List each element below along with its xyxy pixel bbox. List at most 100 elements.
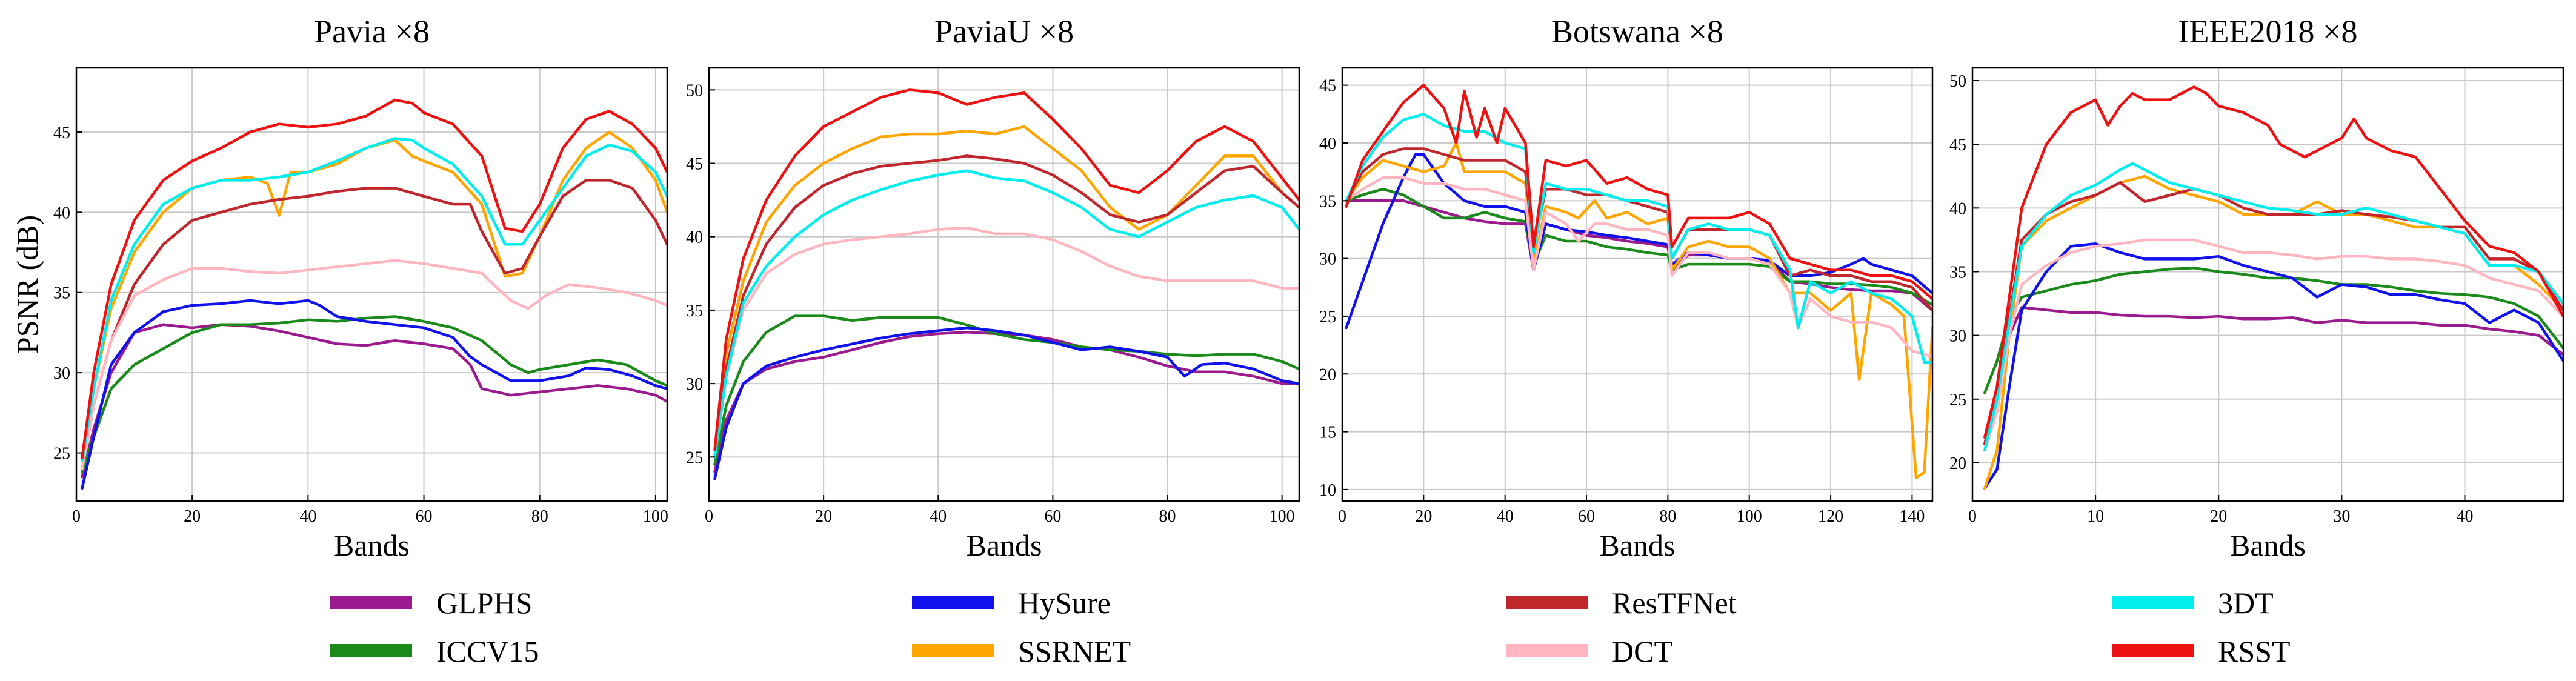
series-group: [81, 98, 667, 490]
series-line-ssrnet: [1345, 141, 1932, 480]
legend-swatch: [2112, 596, 2194, 609]
x-axis-label: Bands: [1600, 528, 1676, 562]
chart-panel-2: 0 20 40 60 80 100 25 30 35 40 45 50 PaviaU ×8 Bands: [686, 13, 1300, 562]
series-line-glphs: [1983, 306, 2563, 445]
x-tick-label: 30: [2333, 507, 2350, 526]
legend: GLPHS ICCV15 HySure SSRNET ResTFNet DCT 3DT RSS…: [330, 586, 2291, 668]
x-tick-label: 0: [705, 507, 713, 526]
series-group: [1345, 84, 1932, 480]
series-line-hysure: [81, 299, 667, 490]
legend-item-restfnet: ResTFNet: [1506, 586, 1737, 620]
x-tick-label: 100: [1737, 507, 1762, 526]
x-tick-label: 40: [1497, 507, 1514, 526]
y-tick-label: 45: [686, 155, 703, 174]
y-tick-label: 25: [1949, 391, 1966, 410]
series-line-rsst: [713, 88, 1299, 451]
y-tick-label: 45: [1319, 77, 1336, 96]
x-tick-label: 60: [1578, 507, 1595, 526]
series-line-ssrnet: [1983, 174, 2563, 490]
y-tick-label: 25: [686, 448, 703, 467]
y-tick-label: 20: [1949, 454, 1966, 473]
legend-label: HySure: [1018, 586, 1111, 620]
plot-frame: [1971, 67, 2564, 502]
series-line-hysure: [1983, 242, 2563, 490]
series-line-3dt: [713, 169, 1299, 459]
series-line-iccv15: [1345, 187, 1932, 307]
chart-panel-1: 0 20 40 60 80 100 25 30 35 40 45 Pavia ×8 Bands: [53, 13, 668, 562]
x-tick-label: 100: [643, 507, 668, 526]
x-tick-label: 40: [299, 507, 316, 526]
x-tick-label: 20: [2210, 507, 2227, 526]
series-line-restfnet: [1345, 147, 1932, 312]
series-line-glphs: [1345, 199, 1932, 312]
legend-label: SSRNET: [1018, 634, 1131, 668]
series-line-dct: [1345, 176, 1932, 358]
series-line-rsst: [1345, 84, 1932, 301]
legend-swatch: [2112, 644, 2194, 657]
plot-frame: [75, 67, 668, 502]
legend-item-ssrnet: SSRNET: [912, 634, 1131, 668]
x-tick-label: 60: [416, 507, 433, 526]
panel-title: Botswana ×8: [1551, 13, 1723, 50]
panel-title: IEEE2018 ×8: [2178, 13, 2358, 50]
series-line-dct: [81, 259, 667, 471]
legend-item-iccv15: ICCV15: [330, 634, 539, 668]
legend-swatch: [1506, 596, 1588, 609]
x-tick-label: 80: [1659, 507, 1676, 526]
series-group: [1983, 85, 2563, 490]
x-tick-label: 0: [1968, 507, 1977, 526]
x-tick-label: 20: [1415, 507, 1432, 526]
series-line-3dt: [1983, 162, 2563, 452]
x-tick-label: 40: [930, 507, 947, 526]
y-tick-label: 35: [53, 284, 70, 303]
x-tick-label: 0: [72, 507, 81, 526]
y-tick-label: 10: [1319, 481, 1336, 500]
y-tick-label: 40: [53, 204, 70, 222]
y-tick-label: 30: [686, 375, 703, 394]
series-line-rsst: [81, 98, 667, 459]
panel-title: Pavia ×8: [314, 13, 430, 50]
legend-swatch: [912, 596, 994, 609]
series-line-iccv15: [1983, 266, 2563, 394]
y-tick-label: 35: [686, 302, 703, 321]
series-line-iccv15: [713, 314, 1299, 466]
legend-item-hysure: HySure: [912, 586, 1111, 620]
y-tick-label: 20: [1319, 365, 1336, 384]
y-tick-label: 35: [1949, 263, 1966, 282]
series-line-hysure: [1345, 153, 1932, 330]
series-line-hysure: [713, 326, 1299, 480]
x-tick-label: 60: [1044, 507, 1061, 526]
legend-swatch: [912, 644, 994, 657]
series-line-glphs: [81, 323, 667, 479]
x-tick-label: 0: [1338, 507, 1346, 526]
panel-title: PaviaU ×8: [934, 13, 1074, 50]
y-tick-label: 50: [1949, 72, 1966, 91]
x-tick-label: 120: [1818, 507, 1843, 526]
series-line-3dt: [81, 137, 667, 463]
x-tick-label: 20: [184, 507, 201, 526]
y-axis-label: PSNR (dB): [10, 215, 44, 354]
legend-item-glphs: GLPHS: [330, 586, 532, 620]
legend-item-3dt: 3DT: [2112, 586, 2274, 620]
x-tick-label: 100: [1270, 507, 1295, 526]
y-tick-label: 35: [1319, 192, 1336, 211]
y-tick-label: 45: [53, 124, 70, 142]
series-line-restfnet: [81, 179, 667, 471]
y-tick-label: 15: [1319, 424, 1336, 442]
x-tick-label: 80: [531, 507, 548, 526]
plot-frame: [708, 67, 1300, 502]
y-tick-label: 40: [1949, 199, 1966, 218]
legend-label: 3DT: [2218, 586, 2274, 620]
y-tick-label: 40: [686, 228, 703, 247]
series-line-3dt: [1345, 113, 1932, 364]
x-axis-label: Bands: [967, 528, 1042, 562]
series-line-dct: [1983, 238, 2563, 452]
x-tick-label: 140: [1899, 507, 1925, 526]
chart-panel-3: 0 20 40 60 80 100 120 140 10 15 20 25 30 35 40 45 Botswa…: [1319, 13, 1934, 562]
y-tick-label: 50: [686, 81, 703, 100]
legend-label: ResTFNet: [1612, 586, 1737, 620]
series-line-ssrnet: [81, 130, 667, 463]
x-tick-label: 40: [2457, 507, 2474, 526]
legend-swatch: [1506, 644, 1588, 657]
